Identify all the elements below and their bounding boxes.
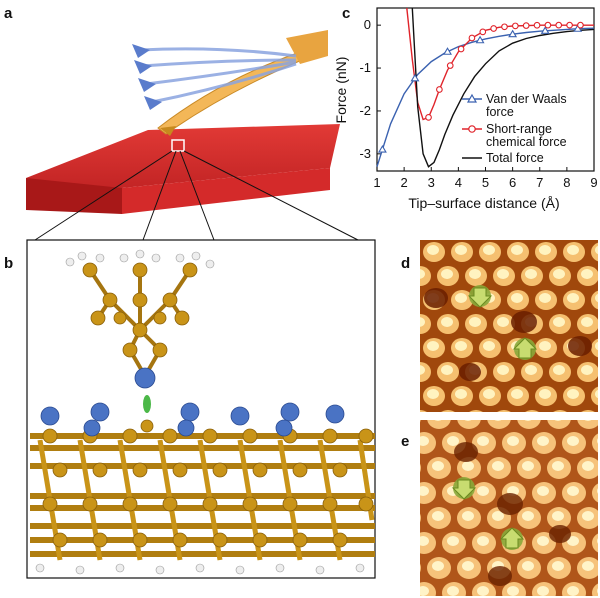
data-point-short-range [446, 62, 454, 69]
panel-label-e: e [401, 433, 409, 450]
panel-label-c: c [342, 5, 350, 22]
cantilever-chip [286, 30, 328, 64]
data-point-vdw [410, 73, 420, 82]
data-point-short-range [468, 34, 476, 42]
force-distance-chart: 1 2 3 4 5 6 7 8 9 0 -1 -2 -3 Tip–surface distance (Å… [333, 7, 598, 211]
data-point-short-range [533, 21, 541, 29]
legend-label-vdw-line2: force [486, 105, 514, 119]
panel-label-a: a [4, 5, 13, 22]
y-tick-label: -3 [359, 146, 371, 161]
tip [160, 126, 176, 136]
y-tick-label: -1 [359, 60, 371, 75]
series-markers [377, 21, 584, 153]
legend-label-short-range-line2: chemical force [486, 135, 567, 149]
panel-b-atomic-model [26, 239, 376, 579]
x-tick-label: 2 [401, 175, 408, 190]
x-tick-label: 9 [590, 175, 597, 190]
x-tick-label: 1 [373, 175, 380, 190]
data-point-short-range [501, 23, 508, 31]
data-point-vdw [540, 26, 550, 34]
x-tick-label: 5 [482, 175, 489, 190]
data-point-vdw [475, 35, 485, 44]
tip-triangles [132, 44, 162, 110]
data-point-short-range [490, 25, 497, 32]
x-tick-label: 4 [455, 175, 462, 190]
arrow-down-icon [467, 285, 493, 308]
zoom-box [171, 139, 185, 152]
tip-cluster [65, 249, 215, 389]
panel-a-illustration [26, 30, 359, 241]
tip-apex-atom [134, 367, 156, 389]
data-point-short-range [566, 21, 573, 29]
sample-side-face [122, 168, 330, 214]
series-line-total [411, 7, 595, 168]
x-tick-label: 6 [509, 175, 516, 190]
arrow-up-icon [499, 527, 525, 550]
panel-e-afm-image [420, 420, 598, 596]
panel-label-b: b [4, 255, 13, 272]
data-point-short-range [436, 86, 443, 93]
panel-d-afm-image [420, 240, 598, 412]
chemical-bond-indicator [143, 395, 151, 413]
arrow-down-icon [451, 477, 477, 500]
zoom-lines [34, 150, 359, 241]
x-axis-label: Tip–surface distance (Å) [408, 195, 559, 211]
surface-slab [30, 402, 375, 575]
oscillation-traces [139, 47, 297, 104]
y-tick-label: -2 [359, 103, 371, 118]
legend-marker-vdw [466, 93, 478, 103]
y-axis-label: Force (nN) [333, 57, 349, 124]
x-tick-label: 3 [428, 175, 435, 190]
data-point-short-range [522, 22, 530, 29]
legend-label-short-range-line1: Short-range [486, 122, 552, 136]
arrow-up-icon [512, 337, 538, 360]
legend-label-vdw-line1: Van der Waals [486, 92, 567, 106]
data-point-vdw [508, 29, 518, 38]
data-point-short-range [457, 45, 465, 53]
panel-label-d: d [401, 255, 410, 272]
data-point-short-range [555, 21, 563, 29]
data-point-vdw [443, 47, 452, 55]
panel-b-frame [26, 239, 376, 579]
data-point-short-range [577, 21, 584, 29]
chart-legend: Van der Waals force Short-range chemical… [462, 92, 567, 165]
legend-label-total: Total force [486, 151, 544, 165]
data-point-short-range [479, 28, 487, 36]
afm-image-d [420, 240, 598, 412]
legend-marker-short-range [468, 125, 476, 133]
data-point-short-range [544, 21, 552, 29]
y-tick-label: 0 [364, 17, 371, 32]
data-point-vdw [377, 144, 387, 153]
x-tick-label: 7 [536, 175, 543, 190]
axis-ticks: 1 2 3 4 5 6 7 8 9 0 -1 -2 -3 [359, 17, 597, 190]
data-point-short-range [425, 114, 432, 121]
sample-front-face [26, 178, 122, 214]
data-point-short-range [511, 22, 519, 30]
x-tick-label: 8 [563, 175, 570, 190]
